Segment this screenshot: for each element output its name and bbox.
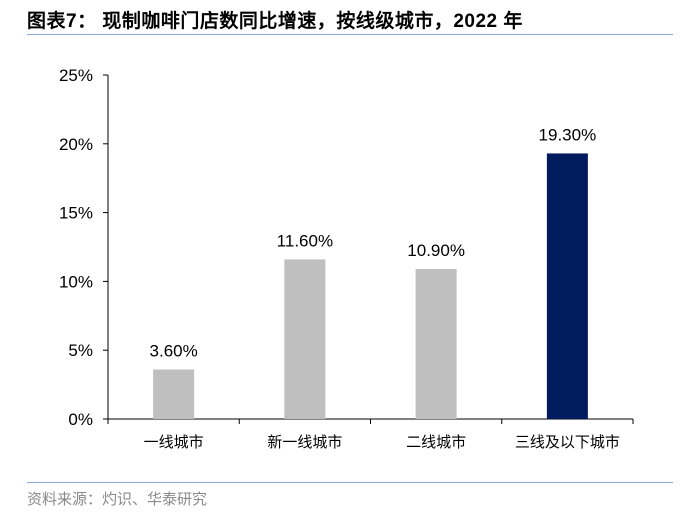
bar [546, 153, 588, 419]
data-label: 11.60% [277, 231, 333, 250]
x-tick-label: 新一线城市 [267, 433, 342, 451]
y-tick-label: 0% [68, 410, 93, 429]
x-tick-label: 二线城市 [406, 433, 466, 451]
y-tick-label: 10% [59, 272, 93, 291]
x-tick-label: 三线及以下城市 [515, 433, 620, 451]
title-divider [27, 34, 673, 35]
bar [415, 269, 457, 419]
chart-title: 图表7： 现制咖啡门店数同比增速，按线级城市，2022 年 [27, 11, 523, 32]
data-label: 19.30% [539, 125, 597, 144]
footer-divider [27, 482, 673, 483]
x-tick-label: 一线城市 [144, 433, 204, 451]
y-tick-label: 15% [59, 204, 93, 223]
y-tick-label: 25% [59, 66, 93, 85]
bar [284, 259, 326, 419]
source-note: 资料来源：灼识、华泰研究 [27, 491, 208, 508]
bar [153, 369, 195, 419]
y-tick-label: 5% [68, 341, 93, 360]
data-label: 10.90% [407, 241, 465, 260]
data-label: 3.60% [150, 341, 198, 360]
y-tick-label: 20% [59, 135, 93, 154]
